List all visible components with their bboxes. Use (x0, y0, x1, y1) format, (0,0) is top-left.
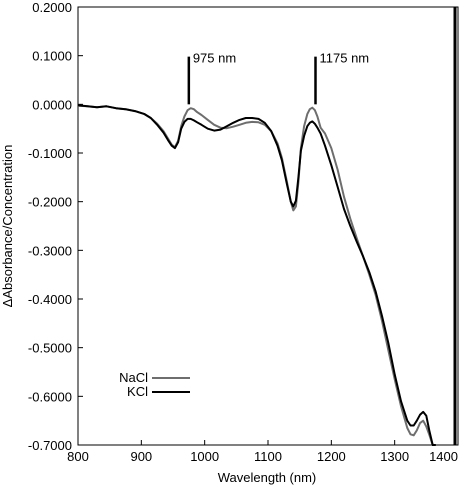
y-tick-label: 0.1000 (32, 49, 72, 64)
y-tick-label: 0.0000 (32, 97, 72, 112)
x-tick-label: 1100 (254, 449, 282, 464)
x-axis-title: Wavelength (nm) (218, 470, 317, 485)
y-tick-label: -0.6000 (28, 389, 72, 404)
x-tick-label: 1400 (429, 449, 458, 464)
x-tick-label: 800 (67, 449, 89, 464)
y-axis: 0.2000 0.1000 0.0000 -0.1000 -0.2000 -0.3000 -… (28, 0, 83, 453)
y-tick-label: -0.7000 (28, 438, 72, 453)
y-axis-title: ΔAbsorbance/Concentration (0, 145, 15, 308)
x-tick-label: 1200 (317, 449, 346, 464)
annotation-label: 1175 nm (320, 51, 370, 66)
annotations: 975 nm 1175 nm (187, 51, 370, 105)
series-lines (77, 104, 436, 446)
y-tick-label: -0.2000 (28, 195, 72, 210)
annotation-label: 975 nm (193, 51, 236, 66)
x-tick-label: 1000 (190, 449, 219, 464)
y-tick-label: -0.1000 (28, 146, 72, 161)
series-line-kcl (77, 104, 436, 446)
legend-label-kcl: KCl (127, 384, 148, 399)
x-axis: 800 900 1000 1100 1200 1300 1400 (67, 440, 459, 464)
y-tick-label: -0.4000 (28, 292, 72, 307)
y-tick-label: 0.2000 (32, 0, 72, 15)
y-tick-label: -0.5000 (28, 341, 72, 356)
y-tick-label: -0.3000 (28, 243, 72, 258)
x-tick-label: 1300 (380, 449, 409, 464)
x-tick-label: 900 (130, 449, 152, 464)
legend-label-nacl: NaCl (119, 370, 148, 385)
